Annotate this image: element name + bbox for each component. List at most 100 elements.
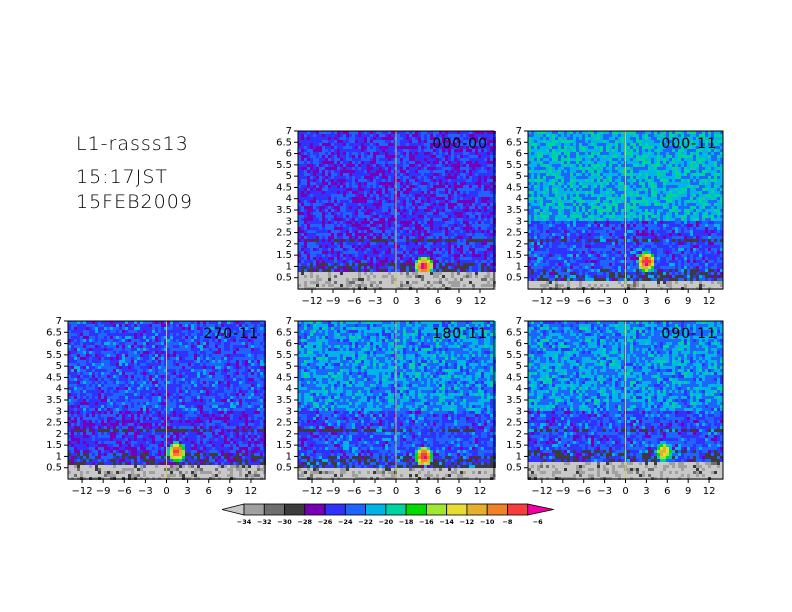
y-tick-label: 5 bbox=[286, 171, 292, 182]
heatmap-cells bbox=[528, 321, 723, 480]
x-tick-label: −12 bbox=[531, 296, 552, 307]
x-tick-label: −3 bbox=[368, 296, 383, 307]
y-tick-label: 0.5 bbox=[506, 463, 522, 474]
y-tick-label: 5.5 bbox=[506, 160, 522, 171]
x-tick-label: 9 bbox=[456, 296, 462, 307]
x-tick-label: 9 bbox=[685, 296, 691, 307]
colorbar-swatch bbox=[466, 503, 488, 516]
y-tick-label: 7 bbox=[286, 316, 292, 327]
y-tick-label: 3.5 bbox=[276, 395, 292, 406]
colorbar-label: −24 bbox=[338, 518, 353, 526]
y-tick-label: 2.5 bbox=[506, 228, 522, 239]
x-tick-label: 0 bbox=[163, 486, 169, 497]
heatmap-cells bbox=[298, 131, 496, 290]
colorbar-label: −30 bbox=[277, 518, 292, 526]
x-tick-label: 9 bbox=[456, 486, 462, 497]
y-tick-label: 2 bbox=[516, 239, 522, 250]
panel-label: 090-11 bbox=[661, 326, 717, 342]
x-tick-label: −9 bbox=[555, 296, 570, 307]
x-tick-label: 3 bbox=[414, 486, 420, 497]
x-tick-label: 0 bbox=[393, 486, 399, 497]
x-tick-label: −6 bbox=[347, 296, 362, 307]
y-tick-label: 1.5 bbox=[276, 250, 292, 261]
y-tick-label: 1 bbox=[516, 451, 522, 462]
x-tick-label: −9 bbox=[326, 296, 341, 307]
y-tick-label: 3.5 bbox=[276, 205, 292, 216]
y-tick-label: 3 bbox=[516, 216, 522, 227]
x-tick-label: 3 bbox=[643, 486, 649, 497]
x-tick-label: −12 bbox=[301, 296, 322, 307]
y-tick-label: 1.5 bbox=[46, 440, 62, 451]
y-tick-label: 6.5 bbox=[506, 327, 522, 338]
x-tick-label: 0 bbox=[393, 296, 399, 307]
x-tick-label: 9 bbox=[685, 486, 691, 497]
colorbar-label: −12 bbox=[460, 518, 475, 526]
x-tick-label: −9 bbox=[555, 486, 570, 497]
x-tick-label: 6 bbox=[435, 486, 441, 497]
y-tick-label: 0.5 bbox=[506, 273, 522, 284]
y-tick-label: 3 bbox=[286, 216, 292, 227]
x-tick-label: −12 bbox=[301, 486, 322, 497]
y-tick-label: 4.5 bbox=[276, 372, 292, 383]
colorbar-swatch bbox=[304, 503, 326, 516]
x-tick-label: −12 bbox=[72, 486, 93, 497]
y-tick-label: 0.5 bbox=[276, 273, 292, 284]
x-tick-label: 3 bbox=[643, 296, 649, 307]
y-tick-label: 6 bbox=[286, 339, 292, 350]
x-tick-label: −9 bbox=[96, 486, 111, 497]
x-tick-label: 12 bbox=[703, 296, 716, 307]
panel-label: 270-11 bbox=[203, 326, 259, 342]
observation-date: 15FEB2009 bbox=[76, 191, 193, 213]
colorbar-swatch bbox=[284, 503, 306, 516]
x-tick-label: −6 bbox=[576, 296, 591, 307]
colorbar-label: −6 bbox=[533, 518, 543, 526]
y-tick-label: 2.5 bbox=[46, 418, 62, 429]
y-tick-label: 5.5 bbox=[276, 350, 292, 361]
x-tick-label: −9 bbox=[326, 486, 341, 497]
x-tick-label: −3 bbox=[138, 486, 153, 497]
heatmap-cells bbox=[68, 321, 266, 480]
colorbar-label: −22 bbox=[358, 518, 373, 526]
x-tick-label: 12 bbox=[245, 486, 258, 497]
heatmap-cells bbox=[298, 321, 496, 480]
y-tick-label: 4 bbox=[286, 194, 292, 205]
y-tick-label: 2.5 bbox=[276, 228, 292, 239]
colorbar-over-arrow bbox=[527, 503, 554, 516]
panel-label: 000-11 bbox=[661, 136, 717, 152]
y-tick-label: 4.5 bbox=[506, 372, 522, 383]
colorbar-swatch bbox=[425, 503, 448, 516]
colorbar-label: −20 bbox=[379, 518, 394, 526]
colorbar-label: −14 bbox=[439, 518, 454, 526]
colorbar-label: −8 bbox=[502, 518, 512, 526]
y-tick-label: 6.5 bbox=[276, 327, 292, 338]
y-tick-label: 1 bbox=[286, 261, 292, 272]
y-tick-label: 4.5 bbox=[506, 182, 522, 193]
colorbar-swatch bbox=[385, 503, 407, 516]
x-tick-label: −6 bbox=[117, 486, 132, 497]
colorbar-label: −34 bbox=[237, 518, 252, 526]
y-tick-label: 6 bbox=[56, 339, 62, 350]
y-tick-label: 4 bbox=[516, 194, 522, 205]
y-tick-label: 0.5 bbox=[46, 463, 62, 474]
y-tick-label: 2.5 bbox=[506, 418, 522, 429]
y-tick-label: 5 bbox=[286, 361, 292, 372]
x-tick-label: −3 bbox=[368, 486, 383, 497]
y-tick-label: 4 bbox=[56, 384, 62, 395]
y-tick-label: 0.5 bbox=[276, 463, 292, 474]
y-tick-label: 1 bbox=[516, 261, 522, 272]
y-tick-label: 2 bbox=[56, 429, 62, 440]
y-tick-label: 4 bbox=[516, 384, 522, 395]
y-tick-label: 6 bbox=[516, 339, 522, 350]
x-tick-label: 0 bbox=[622, 486, 628, 497]
panel-090-11: 0.511.522.533.544.555.566.57−12 −9 −6 −3 0 3 6… bbox=[506, 316, 724, 497]
y-tick-label: 2 bbox=[516, 429, 522, 440]
y-tick-label: 5.5 bbox=[46, 350, 62, 361]
colorbar-label: −16 bbox=[419, 518, 434, 526]
y-tick-label: 3.5 bbox=[506, 395, 522, 406]
y-tick-label: 1.5 bbox=[276, 440, 292, 451]
y-tick-label: 2 bbox=[286, 239, 292, 250]
y-tick-label: 6.5 bbox=[506, 137, 522, 148]
panel-000-11: 0.511.522.533.544.555.566.57−12 −9 −6 −3 0 3 6… bbox=[506, 126, 724, 307]
y-tick-label: 6.5 bbox=[276, 137, 292, 148]
